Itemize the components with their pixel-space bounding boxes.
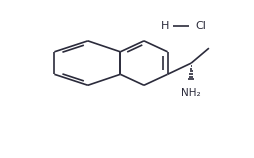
Text: Cl: Cl: [195, 21, 206, 31]
Text: NH₂: NH₂: [181, 88, 201, 98]
Text: H: H: [161, 21, 170, 31]
